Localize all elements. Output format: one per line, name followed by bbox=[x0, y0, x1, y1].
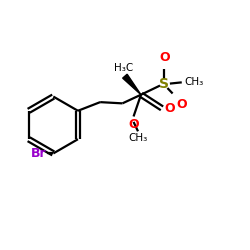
Text: O: O bbox=[128, 118, 139, 132]
Text: H₃C: H₃C bbox=[114, 63, 133, 73]
Text: S: S bbox=[160, 76, 170, 90]
Text: O: O bbox=[164, 102, 175, 115]
Text: CH₃: CH₃ bbox=[128, 133, 148, 143]
Text: CH₃: CH₃ bbox=[184, 77, 204, 87]
Text: Br: Br bbox=[31, 147, 47, 160]
Text: O: O bbox=[159, 51, 170, 64]
Text: O: O bbox=[177, 98, 188, 112]
Polygon shape bbox=[123, 74, 141, 95]
